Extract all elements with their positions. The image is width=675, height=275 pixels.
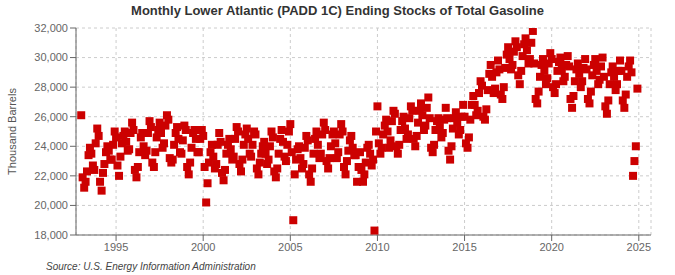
svg-text:24,000: 24,000 xyxy=(34,140,68,152)
html-text:Monthly Lower Atlantic (PADD 1: Monthly Lower Atlantic (PADD 1C) Ending … xyxy=(131,3,544,18)
svg-text:2005: 2005 xyxy=(278,241,302,253)
svg-text:28,000: 28,000 xyxy=(34,81,68,93)
svg-text:30,000: 30,000 xyxy=(34,51,68,63)
svg-text:2010: 2010 xyxy=(365,241,389,253)
html-text:Source: U.S. Energy Informatio: Source: U.S. Energy Information Administ… xyxy=(46,261,256,272)
svg-text:26,000: 26,000 xyxy=(34,111,68,123)
svg-text:18,000: 18,000 xyxy=(34,229,68,241)
svg-text:2025: 2025 xyxy=(627,241,651,253)
svg-text:2000: 2000 xyxy=(191,241,215,253)
svg-text:2015: 2015 xyxy=(452,241,476,253)
svg-text:Thousand Barrels: Thousand Barrels xyxy=(8,88,18,175)
svg-text:2020: 2020 xyxy=(539,241,563,253)
svg-text:20,000: 20,000 xyxy=(34,199,68,211)
svg-text:32,000: 32,000 xyxy=(34,22,68,34)
svg-text:1995: 1995 xyxy=(104,241,128,253)
svg-text:22,000: 22,000 xyxy=(34,170,68,182)
